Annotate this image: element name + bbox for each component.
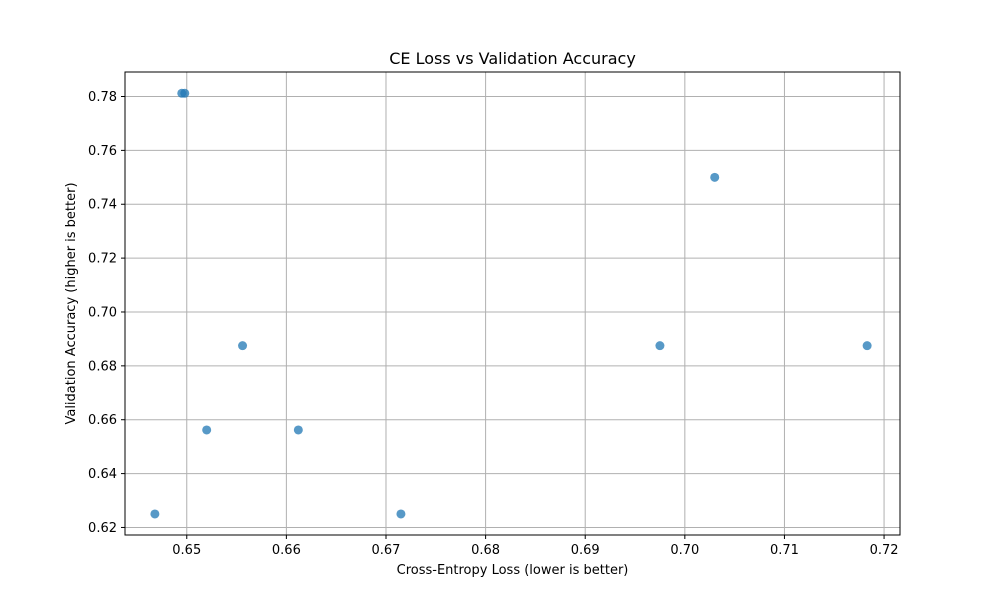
x-axis-ticks: 0.65 0.66 0.67 0.68 0.69 0.70 0.71 0.72 [172, 535, 899, 558]
y-tick-label: 0.78 [88, 90, 117, 105]
data-point [396, 509, 406, 519]
y-tick-label: 0.76 [88, 144, 117, 159]
data-point [862, 341, 872, 351]
y-tick-label: 0.66 [88, 413, 117, 428]
y-tick-label: 0.70 [88, 305, 117, 320]
y-axis-label: Validation Accuracy (higher is better) [64, 182, 79, 424]
x-tick-label: 0.70 [670, 543, 699, 558]
plot-frame [124, 71, 901, 536]
data-point [710, 172, 720, 182]
y-tick-label: 0.64 [88, 467, 117, 482]
data-point [180, 88, 190, 98]
data-point [202, 425, 212, 435]
x-axis-label: Cross-Entropy Loss (lower is better) [397, 563, 629, 578]
y-tick-label: 0.68 [88, 359, 117, 374]
data-point [238, 341, 248, 351]
y-tick-label: 0.74 [88, 198, 117, 213]
data-point [150, 509, 160, 519]
x-tick-label: 0.66 [272, 543, 301, 558]
x-tick-label: 0.69 [571, 543, 600, 558]
y-tick-label: 0.72 [88, 252, 117, 267]
y-tick-label: 0.62 [88, 521, 117, 536]
x-tick-label: 0.68 [471, 543, 500, 558]
y-axis-ticks: 0.62 0.64 0.66 0.68 0.70 0.72 0.74 0.76 0.78 [88, 90, 125, 536]
x-tick-label: 0.67 [372, 543, 401, 558]
x-tick-label: 0.65 [172, 543, 201, 558]
grid-lines [125, 72, 900, 535]
data-point [293, 425, 303, 435]
x-tick-label: 0.72 [870, 543, 899, 558]
data-point [655, 341, 665, 351]
data-points [150, 88, 872, 519]
x-tick-label: 0.71 [770, 543, 799, 558]
chart-title: CE Loss vs Validation Accuracy [389, 49, 636, 68]
